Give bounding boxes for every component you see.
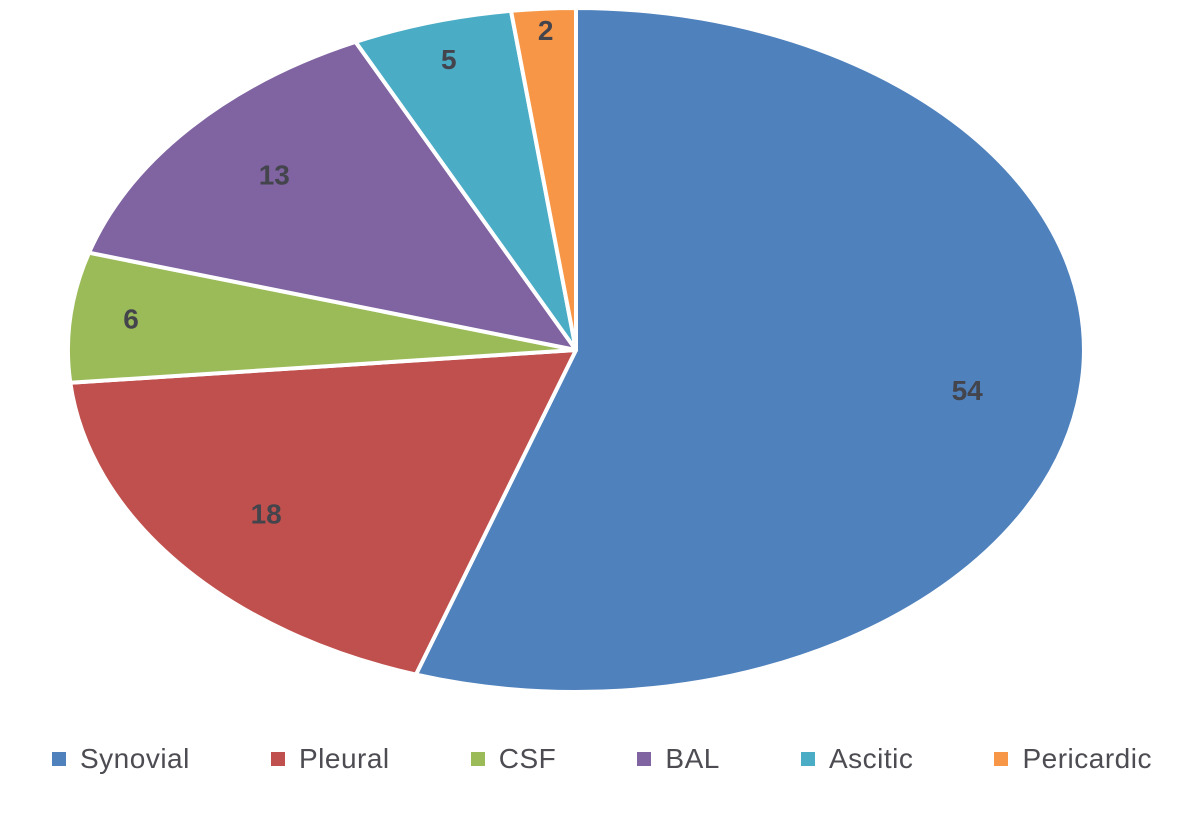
- slice-value-label-pleural: 18: [251, 499, 282, 530]
- legend-item-synovial: Synovial: [52, 743, 190, 775]
- pie-slice-ascitic: [353, 8, 578, 352]
- slice-value-label-csf: 6: [123, 303, 139, 334]
- chart-legend: Synovial Pleural CSF BAL Ascitic Pericar…: [0, 712, 1200, 836]
- slice-value-label-synovial: 54: [952, 375, 984, 406]
- legend-item-csf: CSF: [470, 743, 557, 775]
- legend-label: Ascitic: [828, 743, 914, 774]
- pie-slice-bal: [87, 39, 578, 352]
- pie-slice-pericardic: [509, 5, 578, 352]
- pie-slice-pleural: [68, 348, 578, 677]
- slice-value-label-pericardic: 2: [538, 15, 554, 46]
- legend-label: BAL: [665, 743, 720, 774]
- pie-plot-area: 54 18 6 13 5 2: [65, 5, 1086, 694]
- slice-value-label-bal: 13: [259, 159, 290, 190]
- legend-swatch-icon: [52, 752, 66, 766]
- legend-item-ascitic: Ascitic: [800, 743, 914, 775]
- pie-slice-synovial: [413, 6, 1086, 694]
- legend-item-bal: BAL: [637, 743, 719, 775]
- slice-value-label-ascitic: 5: [441, 44, 457, 75]
- legend-label: Synovial: [80, 743, 190, 774]
- legend-label: Pleural: [298, 743, 390, 774]
- pie-slice-csf: [65, 250, 578, 385]
- legend-item-pericardic: Pericardic: [994, 743, 1151, 775]
- legend-swatch-icon: [470, 752, 485, 766]
- legend-label: CSF: [498, 743, 557, 774]
- legend-swatch-icon: [800, 752, 815, 766]
- legend-item-pleural: Pleural: [270, 743, 390, 775]
- pie-chart-svg: 54 18 6 13 5 2: [65, 5, 1086, 694]
- legend-swatch-icon: [270, 752, 285, 766]
- legend-swatch-icon: [994, 752, 1009, 766]
- legend-label: Pericardic: [1022, 743, 1152, 774]
- legend-swatch-icon: [637, 752, 652, 766]
